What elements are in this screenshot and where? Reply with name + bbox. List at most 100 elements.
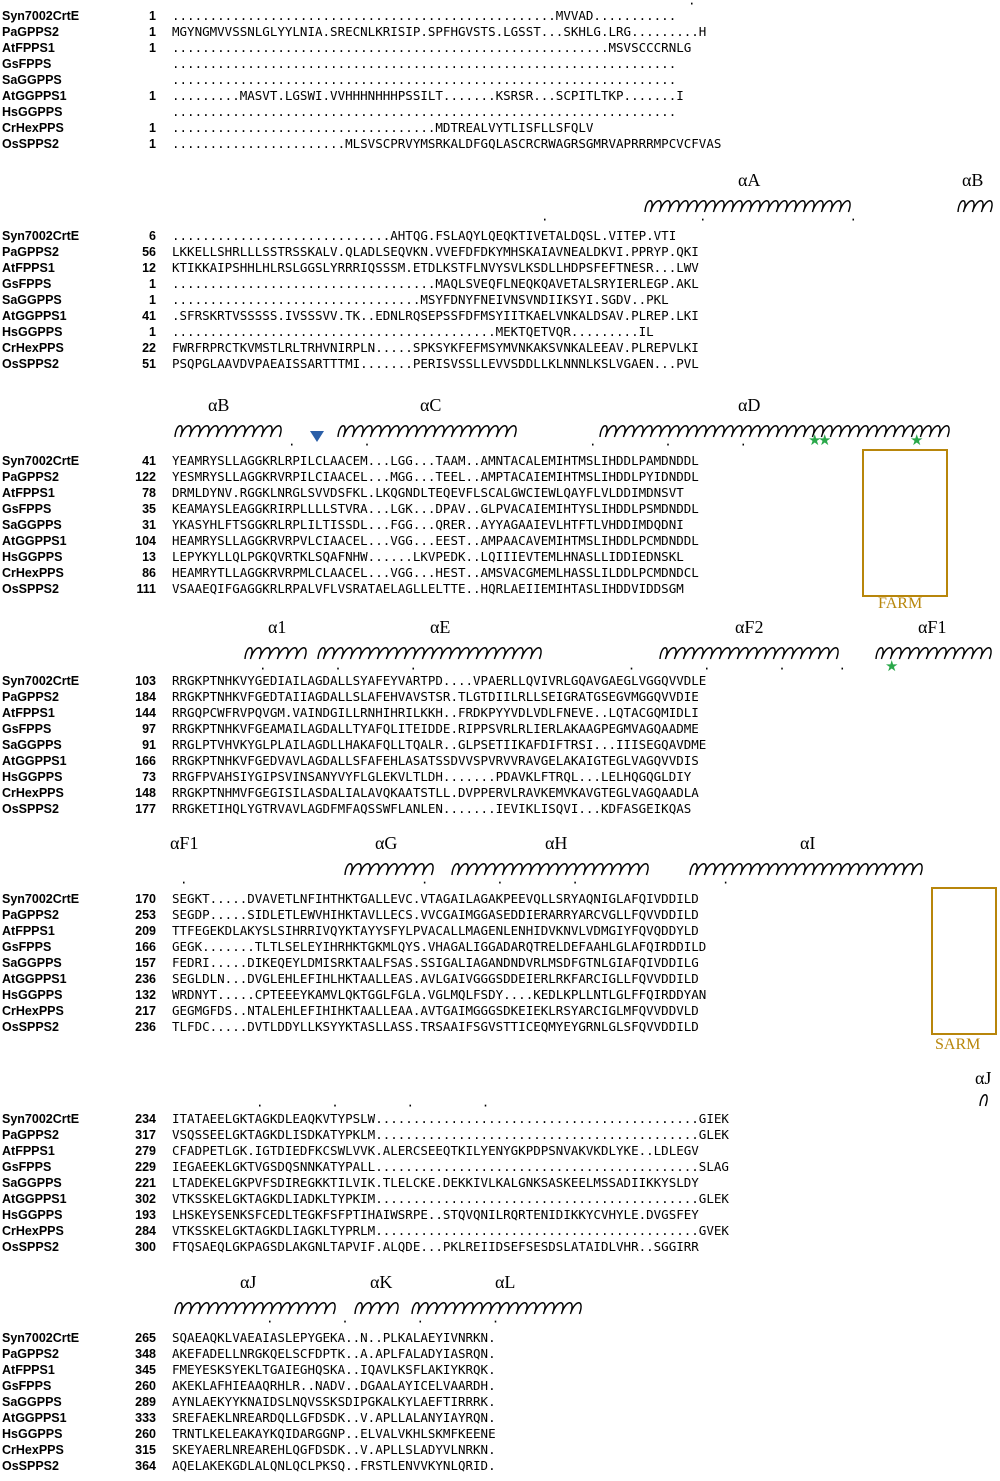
- residue-string: ITATAEELGKTAGKDLEAQKVTYPSLW.............…: [172, 1111, 729, 1126]
- start-position: 13: [142, 550, 156, 564]
- start-position: 279: [135, 1144, 156, 1158]
- residue-string: FMEYESKSYEKLTGAIEGHQSKA..IQAVLKSFLAKIYKR…: [172, 1362, 496, 1377]
- species-name: PaGPPS2: [2, 1347, 59, 1361]
- residue-string: SQAEAQKLVAEAIASLEPYGEKA..N..PLKALAEYIVNR…: [172, 1330, 496, 1345]
- species-name: PaGPPS2: [2, 245, 59, 259]
- residue-string: ........................................…: [172, 8, 677, 23]
- residue-string: KTIKKAIPSHHLHLRSLGGSLYRRRIQSSSM.ETDLKSTF…: [172, 260, 699, 275]
- species-name: OsSPPS2: [2, 802, 59, 816]
- species-name: AtFPPS1: [2, 924, 55, 938]
- start-position: 56: [142, 245, 156, 259]
- residue-string: ........................................…: [172, 72, 677, 87]
- species-name: GsFPPS: [2, 502, 52, 516]
- start-position: 122: [135, 470, 156, 484]
- start-position: 12: [142, 261, 156, 275]
- position-ruler: · · · ·: [266, 1314, 500, 1329]
- species-name: PaGPPS2: [2, 1128, 59, 1142]
- start-position: 317: [135, 1128, 156, 1142]
- species-name: AtGGPPS1: [2, 89, 67, 103]
- farm-motif-label: FARM: [878, 595, 923, 612]
- helix-alpha-e: [317, 647, 542, 660]
- position-ruler: · · · · · · ·: [259, 661, 846, 676]
- residue-string: AYNLAEKYYKNAIDSLNQVSSKSDIPGKALKYLAEFTIRR…: [172, 1394, 496, 1409]
- species-name: AtFPPS1: [2, 41, 55, 55]
- start-position: 177: [135, 802, 156, 816]
- helix-label: αI: [800, 833, 816, 853]
- helix-alpha-f1: [875, 647, 992, 660]
- residue-string: IEGAEEKLGKTVGSDQSNNKATYPALL.............…: [172, 1159, 729, 1174]
- species-name: CrHexPPS: [2, 566, 64, 580]
- species-name: OsSPPS2: [2, 582, 59, 596]
- residue-string: YESMRYSLLAGGKRVRPILCIAACEL...MGG...TEEL.…: [172, 469, 699, 484]
- helix-label: αD: [738, 395, 761, 415]
- species-name: SaGGPPS: [2, 956, 62, 970]
- start-position: 35: [142, 502, 156, 516]
- residue-string: RRGKPTNHKVFGEDVAVLAGDALLSFAFEHLASATSSDVV…: [172, 753, 699, 768]
- helix-alpha-1: [244, 647, 307, 660]
- farm-motif-box: [862, 449, 948, 597]
- start-position: 1: [149, 325, 156, 339]
- helix-alpha-a: [644, 200, 851, 213]
- species-name: HsGGPPS: [2, 105, 63, 119]
- start-position: 1: [149, 277, 156, 291]
- helix-alpha-h: [451, 863, 649, 876]
- helix-alpha-k: [354, 1302, 399, 1315]
- sarm-motif-label: SARM: [935, 1036, 981, 1053]
- species-name: AtGGPPS1: [2, 754, 67, 768]
- start-position: 1: [149, 137, 156, 151]
- species-name: CrHexPPS: [2, 121, 64, 135]
- species-name: PaGPPS2: [2, 908, 59, 922]
- start-position: 315: [135, 1443, 156, 1457]
- start-position: 103: [135, 674, 156, 688]
- residue-string: GEGK.......TLTLSELEYIHRHKTGKMLQYS.VHAGAL…: [172, 939, 707, 954]
- start-position: 345: [135, 1363, 156, 1377]
- residue-string: RRGKPTNHKVYGEDIAILAGDALLSYAFEYVARTPD....…: [172, 673, 707, 688]
- start-position: 166: [135, 754, 156, 768]
- helix-alpha-i: [689, 863, 923, 876]
- residue-string: GEGMGFDS..NTALEHLEFIHIHKTAALLEAA.AVTGAIM…: [172, 1003, 699, 1018]
- residue-string: TTFEGEKDLAKYSLSIHRRIVQYKTAYYSFYLPVACALLM…: [172, 923, 699, 938]
- residue-string: WRDNYT.....CPTEEEYKAMVLQKTGGLFGLA.VGLMQL…: [172, 987, 707, 1002]
- species-name: AtGGPPS1: [2, 1411, 67, 1425]
- residue-string: CFADPETLGK.IGTDIEDFKCSWLVVK.ALERCSEEQTKI…: [172, 1143, 699, 1158]
- residue-string: RRGQPCWFRVPQVGM.VAINDGILLRNHIHRILKKH..FR…: [172, 705, 699, 720]
- species-name: OsSPPS2: [2, 357, 59, 371]
- start-position: 302: [135, 1192, 156, 1206]
- start-position: 1: [149, 9, 156, 23]
- species-name: SaGGPPS: [2, 1176, 62, 1190]
- helix-label: αL: [495, 1272, 516, 1292]
- start-position: 221: [135, 1176, 156, 1190]
- binding-site-marker: [310, 431, 324, 442]
- residue-string: ........................................…: [172, 324, 654, 339]
- species-name: GsFPPS: [2, 1379, 52, 1393]
- start-position: 253: [135, 908, 156, 922]
- species-name: OsSPPS2: [2, 1459, 59, 1473]
- start-position: 1: [149, 293, 156, 307]
- start-position: 209: [135, 924, 156, 938]
- residue-string: ...................................MAQLS…: [172, 276, 699, 291]
- residue-string: LTADEKELGKPVFSDIREGKKTILVIK.TLELCKE.DEKK…: [172, 1175, 699, 1190]
- species-name: Syn7002CrtE: [2, 1112, 80, 1126]
- start-position: 260: [135, 1379, 156, 1393]
- residue-string: AQELAKEKGDLALQNLQCLPKSQ..FRSTLENVVKYNLQR…: [172, 1458, 496, 1473]
- residue-string: RRGLPTVHVKYGLPLAILAGDLLHAKAFQLLTQALR..GL…: [172, 737, 707, 752]
- species-name: GsFPPS: [2, 277, 52, 291]
- start-position: 41: [142, 454, 156, 468]
- residue-star-marker: ★: [818, 431, 832, 449]
- start-position: 236: [135, 972, 156, 986]
- species-name: GsFPPS: [2, 940, 52, 954]
- helix-alpha-c: [337, 425, 517, 438]
- residue-string: .................................MSYFDNY…: [172, 292, 669, 307]
- species-name: AtFPPS1: [2, 1144, 55, 1158]
- residue-string: VSAAEQIFGAGGKRLRPALVFLVSRATAELAGLLELTTE.…: [172, 581, 684, 596]
- residue-string: SREFAEKLNREARDQLLGFDSDK..V.APLLALANYIAYR…: [172, 1410, 496, 1425]
- residue-star-marker: ★: [808, 431, 822, 449]
- species-name: AtFPPS1: [2, 1363, 55, 1377]
- start-position: 1: [149, 89, 156, 103]
- residue-string: LHSKEYSENKSFCEDLTEGKFSFPTIHAIWSRPE..STQV…: [172, 1207, 699, 1222]
- helix-alpha-b: [957, 200, 993, 213]
- residue-string: KEAMAYSLEAGGKRIRPLLLLSTVRA...LGK...DPAV.…: [172, 501, 699, 516]
- species-name: OsSPPS2: [2, 1240, 59, 1254]
- residue-star-marker: ★: [885, 657, 899, 675]
- start-position: 170: [135, 892, 156, 906]
